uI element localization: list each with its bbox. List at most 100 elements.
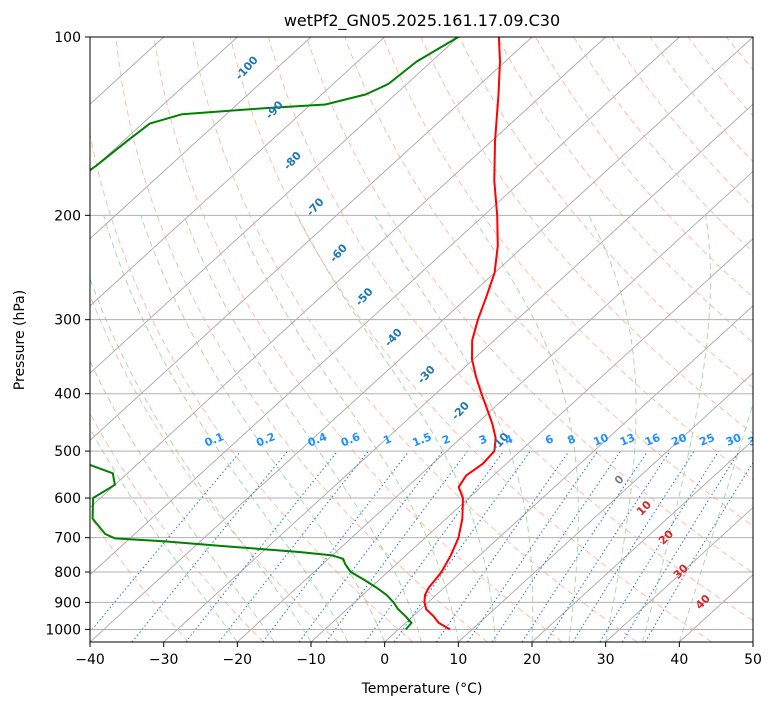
- dry-adiabat-line: [153, 37, 563, 642]
- dry-adiabat-line: [726, 37, 753, 71]
- mixing-ratio-line: [491, 450, 621, 642]
- x-tick-label: −30: [149, 652, 179, 668]
- pressure-gridlines: [90, 37, 753, 630]
- dry-adiabat-line: [268, 37, 753, 622]
- dry-adiabat-line: [90, 412, 264, 642]
- y-axis-label: Pressure (hPa): [12, 290, 28, 390]
- isotherm-line: [237, 170, 753, 642]
- profile-lines: [90, 37, 501, 631]
- moist-adiabat-line: [90, 277, 312, 642]
- moist-adiabat-line: [234, 215, 459, 642]
- dry-adiabat-line: [420, 37, 753, 435]
- mixing-ratio-label: 0.2: [254, 430, 277, 449]
- dry-adiabat-line: [90, 131, 414, 642]
- moist-adiabat-label: 20: [656, 527, 676, 547]
- mixing-ratio-label: 3: [477, 432, 489, 447]
- y-tick-label: 800: [54, 565, 81, 581]
- isotherm-line: [90, 37, 312, 240]
- isotherm-line: [90, 37, 680, 576]
- y-tick-label: 100: [54, 30, 81, 46]
- isotherm-line: [90, 37, 459, 374]
- isotherm-line: [458, 372, 753, 642]
- mixing-ratio-label: 0.1: [203, 430, 226, 449]
- moist-adiabat-line: [90, 359, 275, 642]
- isotherm-line: [90, 37, 753, 642]
- mixing-ratio-line: [185, 450, 338, 642]
- moist-adiabat-label: 30: [671, 561, 691, 581]
- x-tick-label: 40: [670, 652, 688, 668]
- moist-adiabat-line: [296, 215, 496, 642]
- y-axis: 100 200 300 400 500 600 700 800 900 1000: [45, 30, 90, 638]
- isotherm-label: -20: [449, 399, 472, 423]
- y-tick-label: 900: [54, 595, 81, 611]
- mixing-ratio-line: [364, 450, 505, 642]
- mixing-ratio-label: 8: [566, 432, 578, 447]
- isotherm-label: -40: [382, 326, 405, 350]
- mixing-ratio-label: 36: [746, 431, 765, 449]
- y-tick-label: 600: [54, 491, 81, 507]
- mixing-ratio-label: 13: [618, 431, 637, 449]
- mixing-ratio-label: 6: [543, 432, 555, 447]
- dry-adiabat-line: [649, 37, 753, 163]
- isotherm-label: -30: [415, 363, 438, 387]
- mixing-ratio-line: [131, 450, 288, 642]
- y-tick-label: 400: [54, 387, 81, 403]
- mixing-ratio-label: 1: [381, 432, 393, 447]
- x-tick-label: 30: [597, 652, 615, 668]
- dry-adiabat-line: [229, 37, 712, 642]
- mixing-ratio-line: [621, 450, 740, 642]
- mixing-ratio-label: 1.5: [411, 430, 434, 449]
- isotherm-line: [605, 506, 753, 642]
- moist-adiabat-line: [642, 215, 711, 642]
- moist-adiabat-line: [90, 427, 238, 642]
- y-tick-label: 200: [54, 208, 81, 224]
- moist-adiabat-line: [103, 215, 349, 642]
- x-tick-label: −40: [75, 652, 105, 668]
- moist-adiabat-line: [374, 215, 534, 642]
- mixing-ratio-line: [325, 450, 468, 642]
- moist-adiabat-label: 40: [693, 592, 713, 612]
- moist-adiabat-line: [140, 215, 386, 642]
- mixing-ratio-label: 0.4: [306, 430, 329, 449]
- mixing-ratio-line: [262, 450, 410, 642]
- line-labels: -100-90-80-70-60-50-40-30-20-100.1 0.2 0.4…: [203, 53, 765, 612]
- x-tick-label: 20: [523, 652, 541, 668]
- y-tick-label: 700: [54, 531, 81, 547]
- y-tick-label: 500: [54, 444, 81, 460]
- moist-adiabat-line: [471, 215, 579, 642]
- y-tick-label: 300: [54, 313, 81, 329]
- x-tick-label: −10: [296, 652, 326, 668]
- moist-adiabat-label: 10: [634, 498, 654, 518]
- mixing-ratio-line: [435, 450, 570, 642]
- x-tick-label: 50: [744, 652, 762, 668]
- mixing-ratio-label: 0.6: [339, 430, 362, 449]
- dry-adiabat-line: [344, 37, 753, 527]
- dry-adiabat-line: [191, 37, 638, 642]
- chart-title: wetPf2_GN05.2025.161.17.09.C30: [284, 11, 560, 31]
- mixing-ratio-line: [467, 450, 599, 642]
- moist-adiabat-line: [678, 401, 753, 642]
- moist-adiabat-label: 0: [612, 472, 627, 487]
- x-tick-label: 10: [449, 652, 467, 668]
- mixing-ratio-label: 30: [724, 431, 743, 449]
- dry-adiabat-line: [115, 37, 488, 642]
- isotherm-line: [531, 439, 753, 642]
- isotherm-line: [384, 305, 753, 642]
- plot-frame: [89, 36, 754, 643]
- dry-adiabat-line: [765, 37, 775, 642]
- isotherm-label: -100: [233, 53, 261, 82]
- y-tick-label: 1000: [45, 622, 81, 638]
- x-axis-label: Temperature (°C): [361, 681, 483, 697]
- isotherm-line: [310, 238, 753, 642]
- profile-line: [423, 37, 501, 631]
- x-tick-label: −20: [223, 652, 253, 668]
- isotherm-line: [90, 37, 385, 307]
- isotherm-line: [90, 37, 533, 441]
- profile-line: [90, 37, 459, 631]
- moist-adiabat-line: [183, 215, 422, 642]
- dry-adiabat-line: [90, 515, 190, 642]
- mixing-ratio-line: [545, 450, 671, 642]
- dry-adiabat-line: [687, 37, 753, 117]
- mixing-ratio-line: [90, 450, 242, 633]
